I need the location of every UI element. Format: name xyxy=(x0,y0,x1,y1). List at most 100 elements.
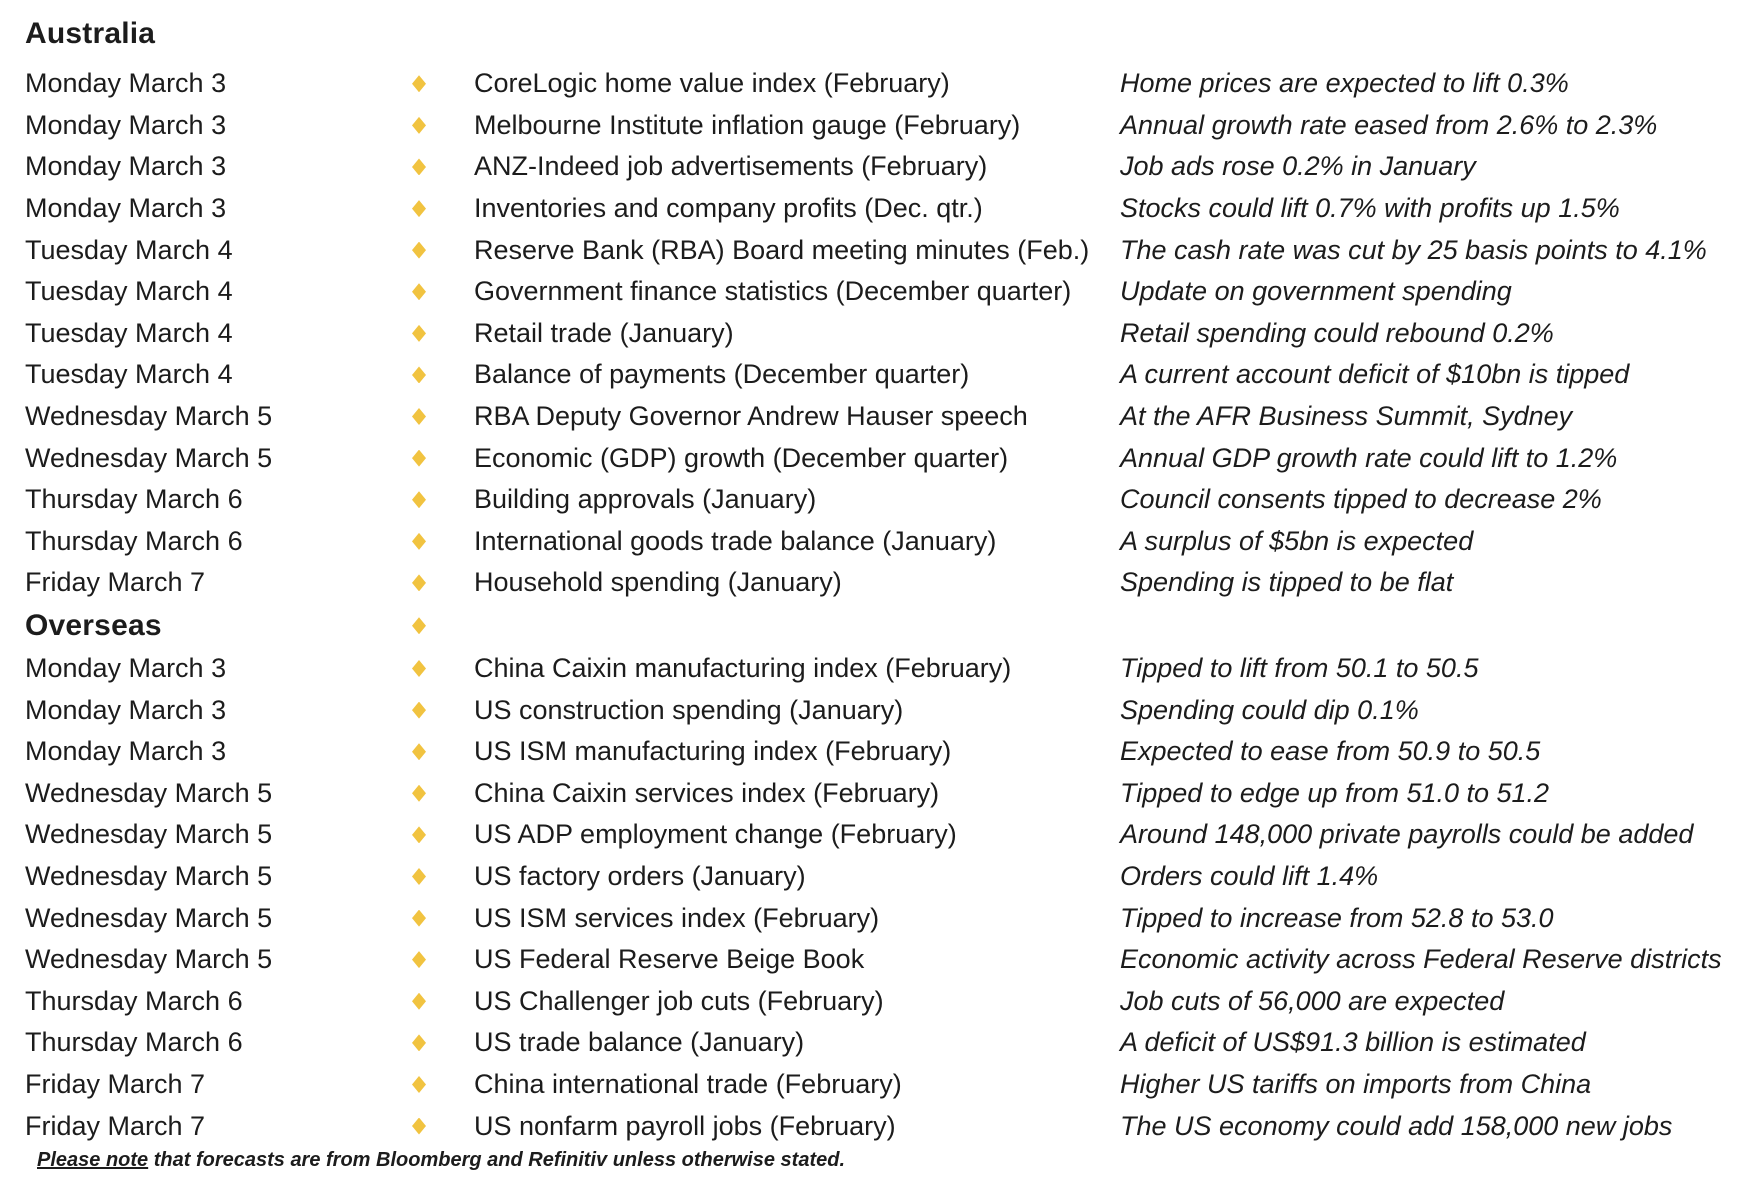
event-cell: US ISM services index (February) xyxy=(474,902,880,933)
forecast-cell: Around 148,000 private payrolls could be… xyxy=(1120,819,1694,850)
bullet-diamond-icon xyxy=(412,532,426,550)
bullet-diamond-icon xyxy=(412,660,426,678)
forecast-cell: Council consents tipped to decrease 2% xyxy=(1120,484,1602,515)
calendar-row: Monday March 3 ANZ-Indeed job advertisem… xyxy=(25,146,1744,188)
calendar-row: Monday March 3 US ISM manufacturing inde… xyxy=(25,731,1744,773)
event-cell: Retail trade (January) xyxy=(474,317,734,348)
bullet-diamond-icon xyxy=(412,1075,426,1093)
forecast-cell: A surplus of $5bn is expected xyxy=(1120,525,1474,556)
date-cell: Friday March 7 xyxy=(25,567,206,598)
calendar-row: Tuesday March 4 Government finance stati… xyxy=(25,271,1744,313)
calendar-row: Friday March 7 Household spending (Janua… xyxy=(25,562,1744,604)
forecast-cell: Job ads rose 0.2% in January xyxy=(1120,151,1476,182)
calendar-row: Thursday March 6 US trade balance (Janua… xyxy=(25,1022,1744,1064)
event-cell: Building approvals (January) xyxy=(474,484,817,515)
event-cell: US Challenger job cuts (February) xyxy=(474,985,884,1016)
event-cell: Household spending (January) xyxy=(474,567,842,598)
forecast-cell: Tipped to increase from 52.8 to 53.0 xyxy=(1120,902,1554,933)
calendar-row: Wednesday March 5 Economic (GDP) growth … xyxy=(25,437,1744,479)
bullet-diamond-icon xyxy=(412,701,426,719)
event-cell: Government finance statistics (December … xyxy=(474,276,1072,307)
date-cell: Wednesday March 5 xyxy=(25,442,273,473)
forecast-cell: A deficit of US$91.3 billion is estimate… xyxy=(1120,1027,1586,1058)
bullet-diamond-icon xyxy=(412,1034,426,1052)
calendar-row: Tuesday March 4 Retail trade (January) R… xyxy=(25,313,1744,355)
calendar-row: Monday March 3 US construction spending … xyxy=(25,689,1744,731)
event-cell: US ISM manufacturing index (February) xyxy=(474,736,952,767)
event-cell: US factory orders (January) xyxy=(474,860,806,891)
calendar-row: Wednesday March 5 US factory orders (Jan… xyxy=(25,856,1744,898)
calendar-row: Thursday March 6 US Challenger job cuts … xyxy=(25,980,1744,1022)
date-cell: Monday March 3 xyxy=(25,68,227,99)
bullet-diamond-icon xyxy=(412,241,426,259)
bullet-diamond-icon xyxy=(412,1117,426,1135)
bullet-diamond-icon xyxy=(412,992,426,1010)
date-cell: Tuesday March 4 xyxy=(25,234,233,265)
footnote: Please note that forecasts are from Bloo… xyxy=(37,1149,1744,1172)
calendar-row: Tuesday March 4 Balance of payments (Dec… xyxy=(25,354,1744,396)
economic-calendar: Australia Monday March 3 CoreLogic home … xyxy=(25,12,1744,1172)
bullet-diamond-icon xyxy=(412,366,426,384)
bullet-diamond-icon xyxy=(412,158,426,176)
date-cell: Wednesday March 5 xyxy=(25,902,273,933)
forecast-cell: Expected to ease from 50.9 to 50.5 xyxy=(1120,736,1541,767)
forecast-cell: Tipped to edge up from 51.0 to 51.2 xyxy=(1120,777,1550,808)
calendar-row: Wednesday March 5 US ISM services index … xyxy=(25,897,1744,939)
forecast-cell: Spending could dip 0.1% xyxy=(1120,694,1419,725)
bullet-diamond-icon xyxy=(412,951,426,969)
calendar-row: Monday March 3 Inventories and company p… xyxy=(25,188,1744,230)
forecast-cell: Spending is tipped to be flat xyxy=(1120,567,1454,598)
date-cell: Monday March 3 xyxy=(25,193,227,224)
event-cell: China Caixin services index (February) xyxy=(474,777,940,808)
calendar-row: Wednesday March 5 RBA Deputy Governor An… xyxy=(25,396,1744,438)
date-cell: Friday March 7 xyxy=(25,1068,206,1099)
event-cell: International goods trade balance (Janua… xyxy=(474,525,997,556)
date-cell: Wednesday March 5 xyxy=(25,777,273,808)
bullet-diamond-icon xyxy=(412,784,426,802)
forecast-cell: Stocks could lift 0.7% with profits up 1… xyxy=(1120,193,1620,224)
date-cell: Wednesday March 5 xyxy=(25,944,273,975)
forecast-cell: Orders could lift 1.4% xyxy=(1120,860,1379,891)
forecast-cell: Retail spending could rebound 0.2% xyxy=(1120,317,1554,348)
event-cell: RBA Deputy Governor Andrew Hauser speech xyxy=(474,401,1028,432)
date-cell: Thursday March 6 xyxy=(25,985,243,1016)
calendar-row: Friday March 7 China international trade… xyxy=(25,1064,1744,1106)
forecast-cell: Tipped to lift from 50.1 to 50.5 xyxy=(1120,653,1479,684)
date-cell: Tuesday March 4 xyxy=(25,276,233,307)
date-cell: Monday March 3 xyxy=(25,694,227,725)
bullet-diamond-icon xyxy=(412,909,426,927)
forecast-cell: A current account deficit of $10bn is ti… xyxy=(1120,359,1630,390)
event-cell: Balance of payments (December quarter) xyxy=(474,359,970,390)
event-cell: Melbourne Institute inflation gauge (Feb… xyxy=(474,109,1021,140)
calendar-row: Tuesday March 4 Reserve Bank (RBA) Board… xyxy=(25,229,1744,271)
date-cell: Monday March 3 xyxy=(25,109,227,140)
calendar-row: Monday March 3 Melbourne Institute infla… xyxy=(25,105,1744,147)
date-cell: Monday March 3 xyxy=(25,736,227,767)
event-cell: CoreLogic home value index (February) xyxy=(474,68,950,99)
forecast-cell: Higher US tariffs on imports from China xyxy=(1120,1068,1592,1099)
calendar-row: Wednesday March 5 US Federal Reserve Bei… xyxy=(25,939,1744,981)
calendar-row: Monday March 3 CoreLogic home value inde… xyxy=(25,63,1744,105)
event-cell: ANZ-Indeed job advertisements (February) xyxy=(474,151,988,182)
bullet-diamond-icon xyxy=(412,408,426,426)
section-heading-row: Australia xyxy=(25,12,1744,56)
event-cell: Inventories and company profits (Dec. qt… xyxy=(474,193,983,224)
bullet-diamond-icon xyxy=(412,574,426,592)
date-cell: Wednesday March 5 xyxy=(25,860,273,891)
bullet-diamond-icon xyxy=(412,283,426,301)
bullet-diamond-icon xyxy=(412,324,426,342)
footnote-lead: Please note xyxy=(37,1148,149,1171)
forecast-cell: At the AFR Business Summit, Sydney xyxy=(1120,401,1573,432)
section-heading-row: Overseas xyxy=(25,604,1744,648)
forecast-cell: The US economy could add 158,000 new job… xyxy=(1120,1110,1673,1141)
forecast-cell: Update on government spending xyxy=(1120,276,1512,307)
event-cell: US nonfarm payroll jobs (February) xyxy=(474,1110,896,1141)
event-cell: China international trade (February) xyxy=(474,1068,902,1099)
section-heading-overseas: Overseas xyxy=(25,608,162,642)
date-cell: Thursday March 6 xyxy=(25,1027,243,1058)
event-cell: US ADP employment change (February) xyxy=(474,819,957,850)
date-cell: Tuesday March 4 xyxy=(25,359,233,390)
forecast-cell: Home prices are expected to lift 0.3% xyxy=(1120,68,1569,99)
section-heading-australia: Australia xyxy=(25,17,156,50)
date-cell: Monday March 3 xyxy=(25,151,227,182)
